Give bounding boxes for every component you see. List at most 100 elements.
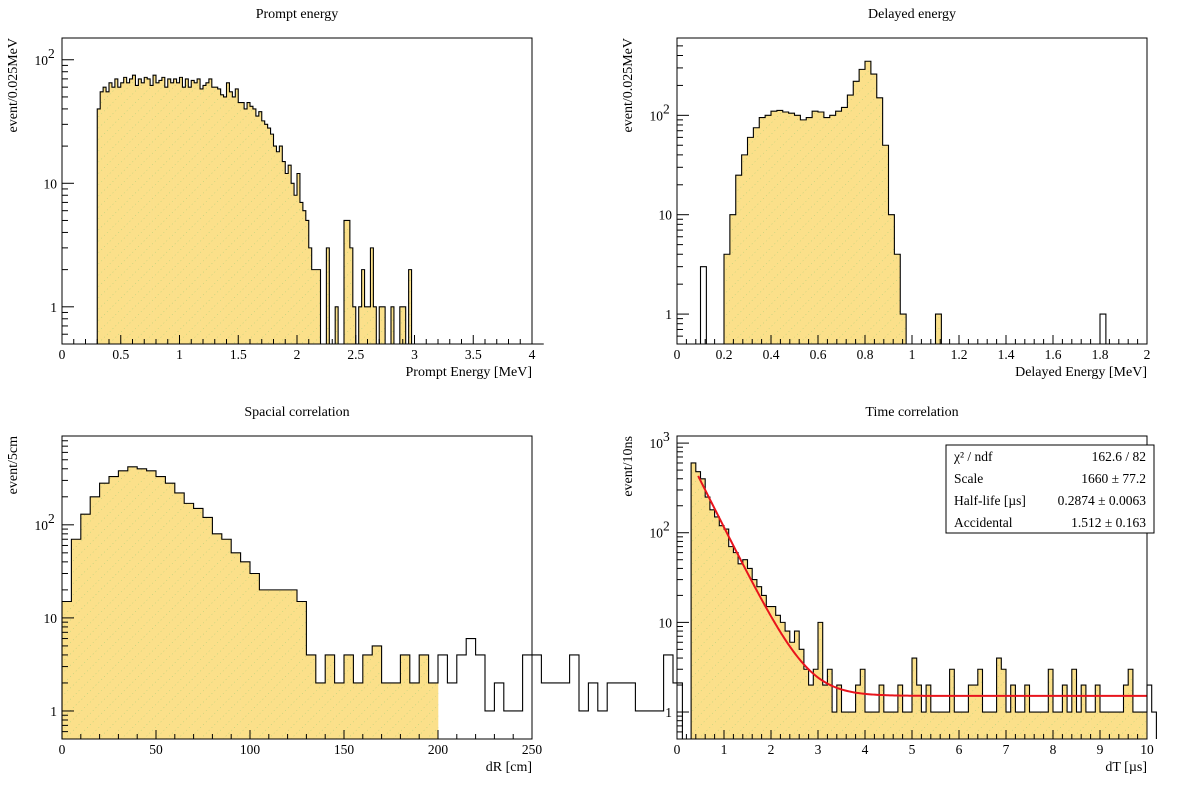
histogram-bar [982,712,988,739]
stat-value: 0.2874 ± 0.0063 [1058,493,1147,508]
x-tick-label: 3 [411,347,418,362]
histogram-bar [182,87,186,345]
histogram-bar [973,685,979,739]
histogram-bar [127,466,138,739]
histogram-bar [111,87,116,345]
histogram-bar [1142,712,1148,739]
histogram-bar [208,78,213,344]
histogram-bar [855,685,861,739]
histogram-bar [391,682,401,739]
histogram-bar [229,91,233,344]
histogram-bar [785,631,791,739]
histogram-bar [361,269,365,344]
x-tick-label: 250 [522,742,543,757]
histogram-bar [252,108,257,344]
histogram-bar [349,247,354,344]
y-tick-label: 1 [665,307,672,322]
histogram-bar [294,195,298,344]
histogram-bar [860,669,866,739]
histogram-bar [1029,712,1035,739]
x-tick-label: 3.5 [465,347,482,362]
histogram-bar [733,552,739,739]
x-tick-label: 3 [815,742,822,757]
histogram-bar [893,712,899,739]
histogram-bar [80,514,91,739]
histogram-bar [1100,712,1105,739]
y-tick-label: 10 [659,615,673,630]
histogram-bar [1024,685,1030,739]
histogram-bar [836,685,842,739]
histogram-bar [709,509,715,739]
histogram-bar [902,712,908,739]
histogram-bar [766,606,772,739]
histogram-bar [428,682,439,739]
x-tick-label: 5 [909,742,916,757]
histogram-bar [789,642,795,739]
x-tick-label: 1.4 [998,347,1015,362]
histogram-bar [302,210,307,344]
histogram-bar [935,712,941,739]
histogram-bar [150,85,154,345]
histogram-bar [325,654,335,739]
histogram-bar [194,82,198,345]
histogram-bar [987,712,993,739]
x-tick-label: 0.8 [857,347,874,362]
histogram-outline [61,466,683,739]
histogram-bar [882,145,889,344]
histogram-bar [200,88,204,344]
histogram-bar [391,306,395,344]
histogram-bar [118,470,129,739]
histogram-bar [311,269,315,344]
histogram-bar [278,589,288,739]
histogram-bar [794,115,801,345]
histogram-bar [780,622,786,739]
histogram-bar [109,82,113,345]
x-tick-label: 4 [862,742,869,757]
stat-name: Half-life [µs] [954,493,1026,508]
x-tick-label: 1 [909,347,916,362]
y-tick-label: 10 [35,518,49,533]
x-axis-label: dT [µs] [1105,760,1147,775]
histogram-bar [203,85,207,345]
histogram-bar [250,106,254,344]
histogram-bar [153,75,157,344]
x-tick-label: 0.4 [763,347,780,362]
histogram-bar [135,85,139,345]
histogram-bar [188,87,192,345]
histogram-bar [279,146,283,344]
histogram-bar [853,81,860,345]
histogram-bar [695,471,701,739]
histogram-bar [1043,712,1049,739]
y-axis-label: event/0.025MeV [621,38,636,132]
histogram-bar [747,137,754,344]
histogram-bar [823,117,831,344]
histogram-bar [788,113,795,344]
histogram-bar [176,82,180,345]
histogram-bar [344,220,348,344]
histogram-bar [747,568,753,739]
x-tick-label: 6 [956,742,963,757]
histogram-bar [217,88,221,344]
histogram-bar [62,601,72,739]
histogram-bar [261,120,265,344]
x-tick-label: 2.5 [347,347,364,362]
histogram-bar [203,517,213,739]
histogram-bar [205,82,210,345]
histogram-bar [297,601,307,739]
y-tick-label: 10 [650,108,664,123]
histogram-bar [1104,712,1110,739]
y-tick-label: 1 [665,705,672,720]
histogram-bar [129,78,133,344]
histogram-bar [714,516,720,739]
histogram-bar [276,151,280,344]
histogram-bar [765,115,772,345]
histogram-bar [1132,712,1138,739]
x-tick-label: 0.2 [716,347,733,362]
histogram-bar [806,117,813,344]
histogram-bar [372,645,382,739]
histogram-bar [231,552,241,739]
histogram-bar [813,669,819,739]
y-tick-label: 10 [650,526,664,541]
histogram-bar [185,78,189,344]
histogram-bar [314,269,318,344]
